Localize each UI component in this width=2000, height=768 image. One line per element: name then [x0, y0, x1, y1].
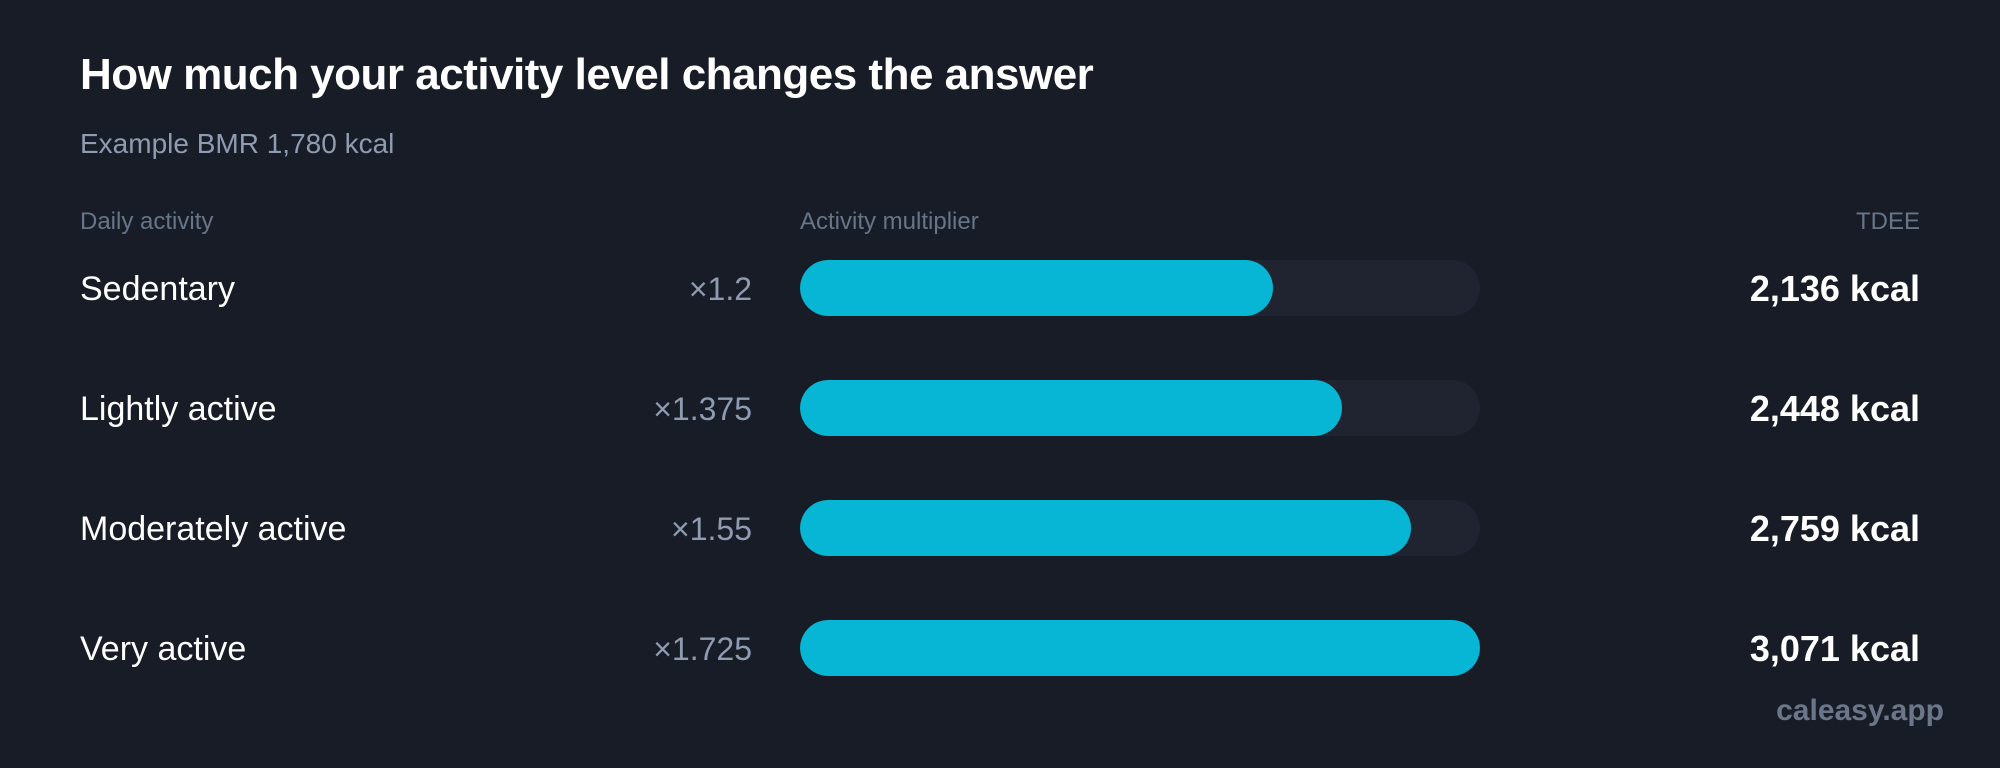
bar-row: Very active ×1.725 3,071 kcal	[0, 620, 2000, 676]
header-daily-activity: Daily activity	[80, 208, 214, 235]
chart-subtitle: Example BMR 1,780 kcal	[80, 128, 395, 159]
bar-track	[800, 620, 1480, 676]
bar-row: Moderately active ×1.55 2,759 kcal	[0, 500, 2000, 556]
chart-title: How much your activity level changes the…	[80, 50, 1094, 99]
tdee-value: 3,071 kcal	[1749, 628, 1920, 669]
bar-track	[800, 260, 1480, 316]
bar	[800, 500, 1411, 556]
bar-track	[800, 380, 1480, 436]
row-label: Sedentary	[80, 270, 235, 308]
tdee-value: 2,759 kcal	[1749, 508, 1920, 549]
bar	[800, 380, 1342, 436]
header-activity-multiplier: Activity multiplier	[800, 208, 979, 235]
multiplier-label: ×1.725	[653, 631, 752, 667]
row-label: Very active	[80, 630, 247, 668]
bar	[800, 260, 1273, 316]
row-label: Moderately active	[80, 510, 347, 548]
bar-row: Sedentary ×1.2 2,136 kcal	[0, 260, 2000, 316]
multiplier-label: ×1.2	[688, 271, 752, 307]
multiplier-label: ×1.375	[653, 391, 752, 427]
bar-row: Lightly active ×1.375 2,448 kcal	[0, 380, 2000, 436]
brand-watermark: caleasy.app	[1776, 694, 1944, 727]
tdee-value: 2,136 kcal	[1749, 268, 1920, 309]
bar	[800, 620, 1480, 676]
row-label: Lightly active	[80, 390, 277, 428]
header-tdee: TDEE	[1855, 208, 1920, 235]
bar-track	[800, 500, 1480, 556]
tdee-value: 2,448 kcal	[1749, 388, 1920, 429]
multiplier-label: ×1.55	[671, 511, 752, 547]
